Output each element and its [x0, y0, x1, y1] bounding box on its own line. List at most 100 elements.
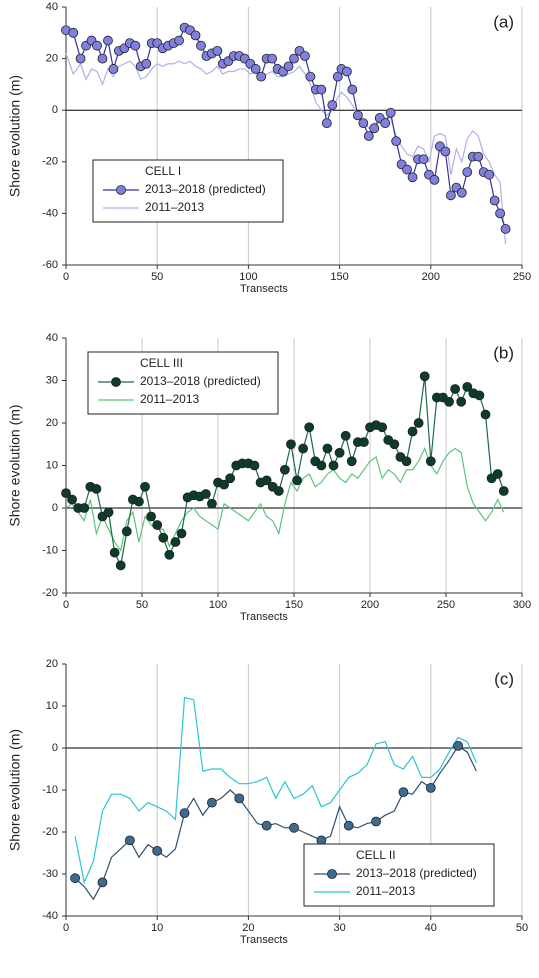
- marker: [152, 520, 163, 530]
- marker: [164, 549, 175, 560]
- marker: [130, 40, 141, 51]
- legend-label: 2011–2013: [145, 200, 205, 214]
- x-tick-label: 50: [516, 922, 528, 934]
- series-line: [74, 745, 477, 901]
- marker: [61, 488, 71, 499]
- marker: [97, 53, 108, 64]
- marker: [140, 481, 150, 492]
- marker: [380, 118, 391, 128]
- y-axis-label: Shore evolution (m): [7, 404, 23, 526]
- panel: 0 50 100 150 200 250 -60 -40 -20 0 20 40 Transects Sh…: [7, 1, 531, 295]
- marker: [152, 846, 163, 856]
- y-tick-label: 30: [46, 374, 58, 386]
- x-tick-label: 50: [136, 599, 148, 611]
- x-tick-label: 250: [437, 599, 455, 611]
- y-tick-label: 20: [46, 658, 58, 670]
- y-tick-label: -40: [42, 207, 58, 219]
- marker: [401, 456, 412, 467]
- x-tick-label: 150: [330, 271, 348, 283]
- x-axis-label: Transects: [240, 283, 288, 295]
- marker: [250, 64, 261, 74]
- y-tick-label: -20: [42, 156, 58, 168]
- marker: [500, 223, 511, 234]
- marker: [322, 443, 333, 454]
- marker: [273, 486, 284, 496]
- marker: [425, 456, 436, 467]
- marker: [347, 84, 358, 95]
- marker: [207, 498, 217, 509]
- x-tick-label: 40: [425, 922, 437, 934]
- legend-label: 2011–2013: [356, 884, 416, 898]
- marker: [316, 84, 327, 95]
- marker: [300, 51, 310, 61]
- marker: [134, 496, 144, 507]
- panel: 0 50 100 150 200 250 300 -20 -10 0 10 20 30 40 Transec…: [7, 332, 531, 623]
- marker: [304, 422, 315, 433]
- marker: [170, 537, 181, 547]
- marker: [492, 469, 503, 479]
- legend-label: 2013–2018 (predicted): [140, 374, 261, 388]
- marker: [453, 741, 464, 751]
- marker: [398, 787, 409, 797]
- marker: [279, 464, 290, 475]
- marker: [103, 35, 113, 46]
- marker: [328, 460, 339, 471]
- marker: [146, 511, 157, 522]
- marker: [334, 447, 345, 458]
- marker: [256, 71, 267, 82]
- marker: [124, 835, 135, 846]
- marker: [474, 390, 485, 401]
- marker: [219, 479, 229, 490]
- x-tick-label: 0: [63, 922, 69, 934]
- marker: [108, 64, 119, 74]
- marker: [141, 58, 152, 69]
- y-tick-label: -30: [42, 868, 58, 880]
- x-tick-label: 0: [63, 599, 69, 611]
- y-tick-label: 20: [46, 53, 58, 65]
- y-tick-label: 40: [46, 1, 58, 13]
- marker: [179, 808, 190, 818]
- marker: [286, 439, 296, 450]
- marker: [346, 456, 357, 467]
- x-tick-label: 30: [333, 922, 345, 934]
- marker: [444, 396, 454, 407]
- marker: [261, 820, 272, 831]
- x-tick-label: 200: [422, 271, 440, 283]
- marker: [327, 100, 338, 110]
- panel-label: (b): [493, 343, 514, 362]
- marker: [212, 45, 223, 56]
- y-tick-label: -20: [42, 826, 58, 838]
- marker: [456, 187, 467, 198]
- marker: [121, 526, 132, 537]
- legend-title: CELL III: [140, 356, 183, 370]
- marker: [225, 473, 236, 484]
- marker: [359, 437, 369, 448]
- marker: [176, 528, 187, 539]
- marker: [75, 53, 86, 64]
- marker: [158, 532, 169, 543]
- marker: [407, 426, 418, 437]
- marker: [261, 475, 272, 486]
- marker: [340, 430, 351, 441]
- y-tick-label: 10: [46, 459, 58, 471]
- marker: [413, 418, 424, 428]
- marker: [341, 66, 352, 77]
- series-line: [74, 696, 477, 885]
- marker: [498, 486, 509, 496]
- marker: [377, 422, 388, 433]
- marker: [450, 384, 461, 394]
- panel-label: (c): [494, 669, 514, 688]
- y-tick-label: -60: [42, 259, 58, 271]
- legend-title: CELL I: [145, 164, 181, 178]
- marker: [97, 877, 108, 888]
- marker: [109, 547, 120, 558]
- marker: [234, 793, 245, 804]
- legend-label: 2013–2018 (predicted): [356, 866, 477, 880]
- marker: [298, 443, 309, 454]
- marker: [363, 131, 374, 141]
- legend-label: 2011–2013: [140, 392, 200, 406]
- y-axis-label: Shore evolution (m): [7, 729, 23, 851]
- series-line: [65, 53, 507, 245]
- marker: [462, 381, 473, 392]
